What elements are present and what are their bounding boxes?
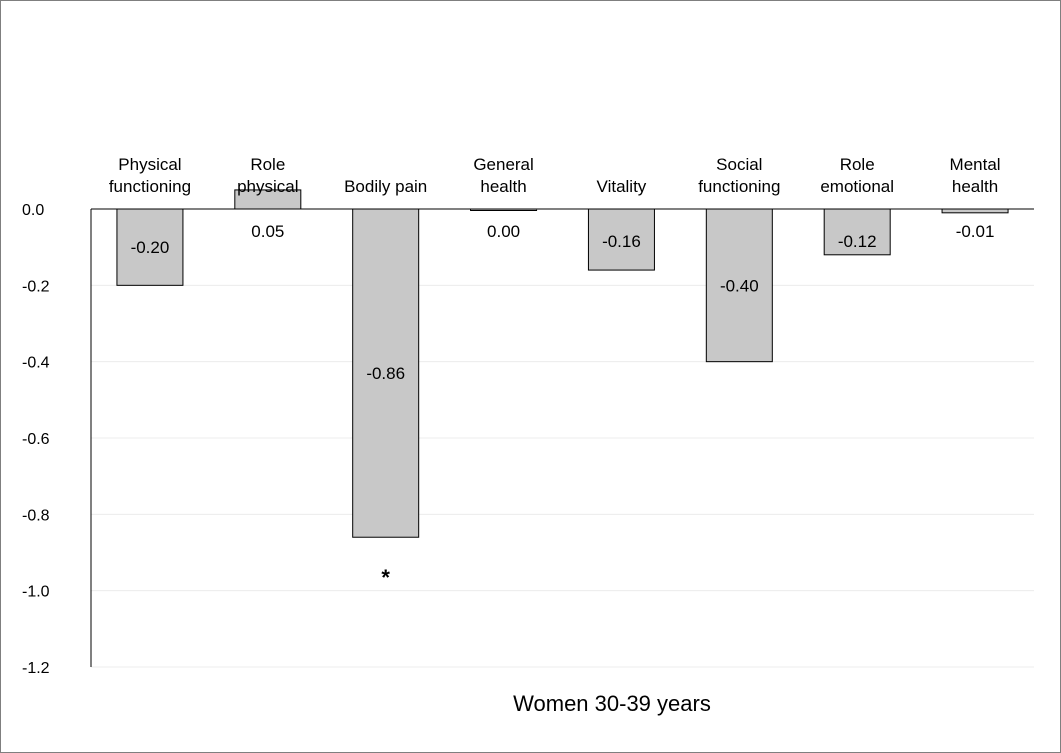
y-tick-label: -1.2 bbox=[22, 660, 50, 677]
data-label: -0.01 bbox=[956, 222, 995, 241]
category-label: emotional bbox=[820, 177, 894, 196]
category-label: physical bbox=[237, 177, 298, 196]
data-label: -0.40 bbox=[720, 276, 759, 295]
data-label: 0.05 bbox=[251, 222, 284, 241]
x-axis-title: Women 30-39 years bbox=[513, 691, 711, 716]
significance-marker: * bbox=[381, 565, 390, 590]
bar bbox=[587, 208, 655, 271]
y-tick-label: -1.0 bbox=[22, 584, 50, 601]
bar bbox=[941, 208, 1009, 214]
category-label: General bbox=[473, 155, 533, 174]
y-tick-label: -0.2 bbox=[22, 278, 50, 295]
category-label: health bbox=[952, 177, 998, 196]
category-label: Physical bbox=[118, 155, 181, 174]
category-label: Role bbox=[840, 155, 875, 174]
bar bbox=[823, 208, 891, 256]
category-label: Vitality bbox=[597, 177, 647, 196]
category-label: Social bbox=[716, 155, 762, 174]
data-label: -0.12 bbox=[838, 232, 877, 251]
y-tick-label: 0.0 bbox=[22, 202, 44, 219]
bar bbox=[705, 208, 773, 363]
data-label: -0.16 bbox=[602, 232, 641, 251]
category-label: Bodily pain bbox=[344, 177, 427, 196]
category-label: health bbox=[480, 177, 526, 196]
y-tick-label: -0.4 bbox=[22, 355, 50, 372]
bar bbox=[352, 208, 420, 538]
category-label: functioning bbox=[698, 177, 780, 196]
y-tick-label: -0.8 bbox=[22, 507, 50, 524]
y-tick-label: -0.6 bbox=[22, 431, 50, 448]
data-label: -0.86 bbox=[366, 364, 405, 383]
data-label: -0.20 bbox=[131, 238, 170, 257]
data-label: 0.00 bbox=[487, 222, 520, 241]
category-label: functioning bbox=[109, 177, 191, 196]
category-label: Role bbox=[250, 155, 285, 174]
bar bbox=[116, 208, 184, 286]
category-label: Mental bbox=[950, 155, 1001, 174]
